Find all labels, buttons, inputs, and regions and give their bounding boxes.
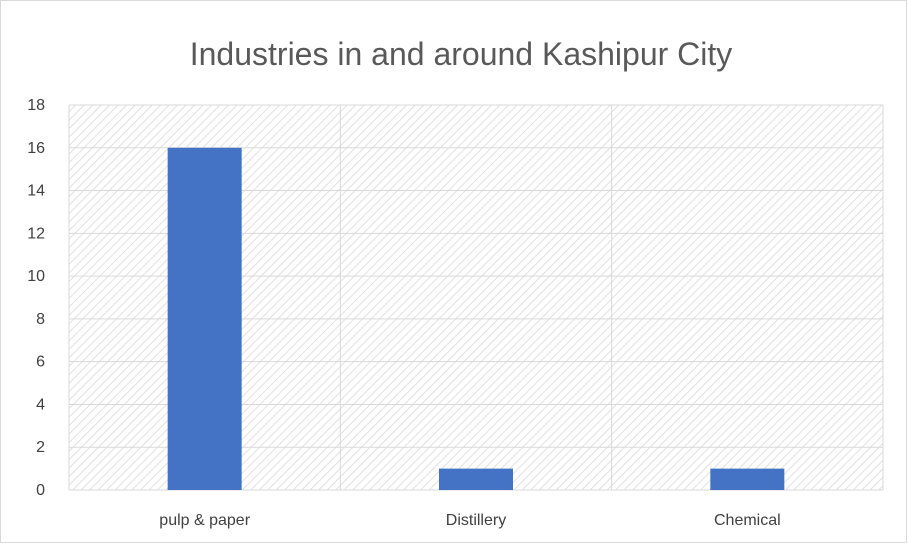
y-tick-label: 8 <box>36 311 45 328</box>
y-tick-label: 6 <box>36 354 45 371</box>
y-tick-label: 16 <box>27 140 45 157</box>
y-tick-label: 10 <box>27 268 45 285</box>
bar-pulp-paper <box>167 147 242 490</box>
y-tick-label: 4 <box>36 396 45 413</box>
bar-distillery <box>439 468 513 490</box>
y-axis-ticks: 0 2 4 6 8 10 12 14 16 18 <box>27 97 45 499</box>
y-tick-label: 0 <box>36 482 45 499</box>
y-tick-label: 18 <box>27 97 45 114</box>
bars <box>167 147 785 490</box>
x-axis-categories: pulp & paper Distillery Chemical <box>159 512 780 529</box>
x-category-label: pulp & paper <box>159 512 250 529</box>
y-tick-label: 12 <box>27 225 45 242</box>
y-tick-label: 2 <box>36 439 45 456</box>
chart-title: Industries in and around Kashipur City <box>190 36 733 72</box>
bar-chemical <box>710 468 785 490</box>
x-category-label: Distillery <box>446 512 506 529</box>
y-tick-label: 14 <box>27 183 45 200</box>
x-category-label: Chemical <box>714 512 781 529</box>
